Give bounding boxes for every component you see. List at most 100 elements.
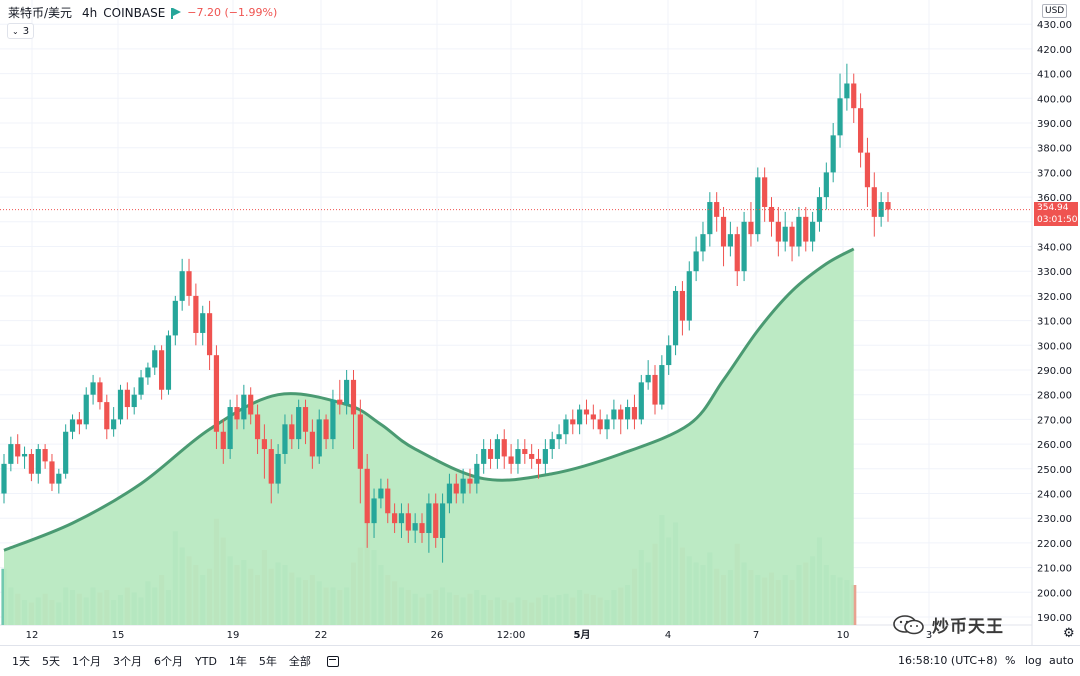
candle-body (28, 453, 35, 474)
candle-body (385, 488, 391, 514)
candle-body (412, 523, 418, 531)
candle-body (631, 407, 638, 420)
candle-body (21, 453, 28, 457)
candle-body (789, 226, 795, 247)
candle-body (364, 468, 370, 524)
candle-body (145, 367, 151, 378)
range-5y-button[interactable]: 5年 (258, 655, 277, 668)
candle-body (323, 419, 329, 440)
candle-body (220, 431, 226, 450)
time-tick-label: 22 (315, 630, 328, 641)
candle-body (179, 271, 185, 301)
time-tick-label: 12:00 (497, 630, 526, 641)
time-tick-label: 10 (837, 630, 850, 641)
price-chart[interactable]: 190.00 200.00 210.00 220.00 230.00 240.00 250.… (0, 0, 1080, 645)
symbol-name[interactable]: 莱特币/美元 (8, 6, 73, 20)
time-tick-label: 15 (112, 630, 125, 641)
candle-body (254, 414, 261, 440)
price-tick-label: 240.00 (1037, 490, 1072, 501)
range-1m-button[interactable]: 1个月 (72, 655, 101, 668)
candle-body (796, 216, 802, 247)
chevron-down-icon: ⌄ (12, 26, 19, 36)
candle-body (213, 355, 220, 432)
candle-body (206, 313, 213, 356)
candle-body (371, 498, 377, 524)
candle-body (63, 431, 69, 474)
last-price-badge: 354.94 03:01:50 (1034, 202, 1078, 226)
candle-body (69, 419, 76, 432)
range-1d-button[interactable]: 1天 (12, 655, 30, 668)
range-5d-button[interactable]: 5天 (42, 655, 60, 668)
indicator-count: 3 (22, 25, 30, 37)
time-tick-label: 5月 (574, 629, 591, 641)
price-tick-label: 420.00 (1037, 45, 1072, 56)
candle-body (8, 444, 14, 464)
percent-scale-button[interactable]: % (1005, 654, 1016, 667)
bottom-toolbar: 1天 5天 1个月 3个月 6个月 YTD 1年 5年 全部 16:58:10 … (0, 645, 1080, 676)
price-tick-label: 250.00 (1037, 465, 1072, 476)
auto-scale-button[interactable]: auto (1049, 654, 1074, 667)
price-tick-label: 320.00 (1037, 292, 1072, 303)
candle-body (35, 449, 41, 474)
candle-body (357, 414, 363, 469)
range-all-button[interactable]: 全部 (288, 655, 311, 668)
range-3m-button[interactable]: 3个月 (113, 655, 142, 668)
candle-body (268, 449, 274, 484)
candle-body (282, 424, 288, 454)
candle-body (597, 419, 603, 430)
candle-body (672, 290, 679, 346)
range-6m-button[interactable]: 6个月 (154, 655, 183, 668)
price-tick-label: 190.00 (1037, 613, 1072, 624)
candle-body (481, 449, 487, 464)
candle-body (186, 271, 192, 296)
candle-body (707, 202, 713, 235)
flag-icon[interactable] (171, 7, 182, 19)
candle-body (878, 202, 884, 217)
time-tick-label: 4 (665, 630, 671, 641)
candle-body (885, 202, 891, 210)
currency-badge[interactable]: USD (1042, 4, 1068, 18)
gear-icon[interactable]: ⚙ (1063, 626, 1075, 641)
clock-display[interactable]: 16:58:10 (UTC+8) (898, 654, 998, 667)
candle-body (426, 503, 432, 534)
candle-body (330, 399, 336, 440)
candle-body (727, 234, 733, 247)
candle-body (159, 350, 165, 390)
price-tick-label: 270.00 (1037, 415, 1072, 426)
candle-body (720, 216, 727, 247)
price-tick-label: 380.00 (1037, 144, 1072, 155)
range-1y-button[interactable]: 1年 (228, 655, 247, 668)
price-tick-label: 290.00 (1037, 366, 1072, 377)
candle-body (165, 335, 172, 390)
candle-body (439, 503, 446, 538)
candle-body (275, 453, 281, 484)
candle-body (97, 382, 103, 403)
candle-body (515, 449, 521, 464)
candle-body (398, 513, 405, 524)
candle-body (638, 382, 644, 420)
indicators-collapse-button[interactable]: ⌄ 3 (7, 23, 35, 39)
candle-body (234, 407, 240, 420)
candlestick-series (1, 63, 891, 563)
candle-body (419, 523, 425, 534)
candle-body (248, 394, 254, 415)
log-scale-button[interactable]: log (1025, 654, 1042, 667)
candle-body (570, 419, 576, 425)
candle-body (700, 234, 706, 252)
price-tick-label: 210.00 (1037, 564, 1072, 575)
candle-body (529, 453, 535, 459)
candle-body (494, 439, 500, 459)
interval-label[interactable]: 4h (82, 5, 98, 20)
candle-body (693, 251, 699, 272)
moving-average-area (3, 247, 855, 625)
candle-body (104, 402, 110, 430)
price-tick-label: 400.00 (1037, 94, 1072, 105)
price-tick-label: 280.00 (1037, 391, 1072, 402)
candle-body (76, 419, 82, 425)
price-tick-label: 410.00 (1037, 70, 1072, 81)
candle-body (309, 431, 315, 457)
calendar-goto-icon[interactable] (326, 655, 339, 667)
candle-body (378, 488, 384, 499)
range-ytd-button[interactable]: YTD (195, 654, 217, 668)
wechat-logo-icon (893, 614, 924, 634)
